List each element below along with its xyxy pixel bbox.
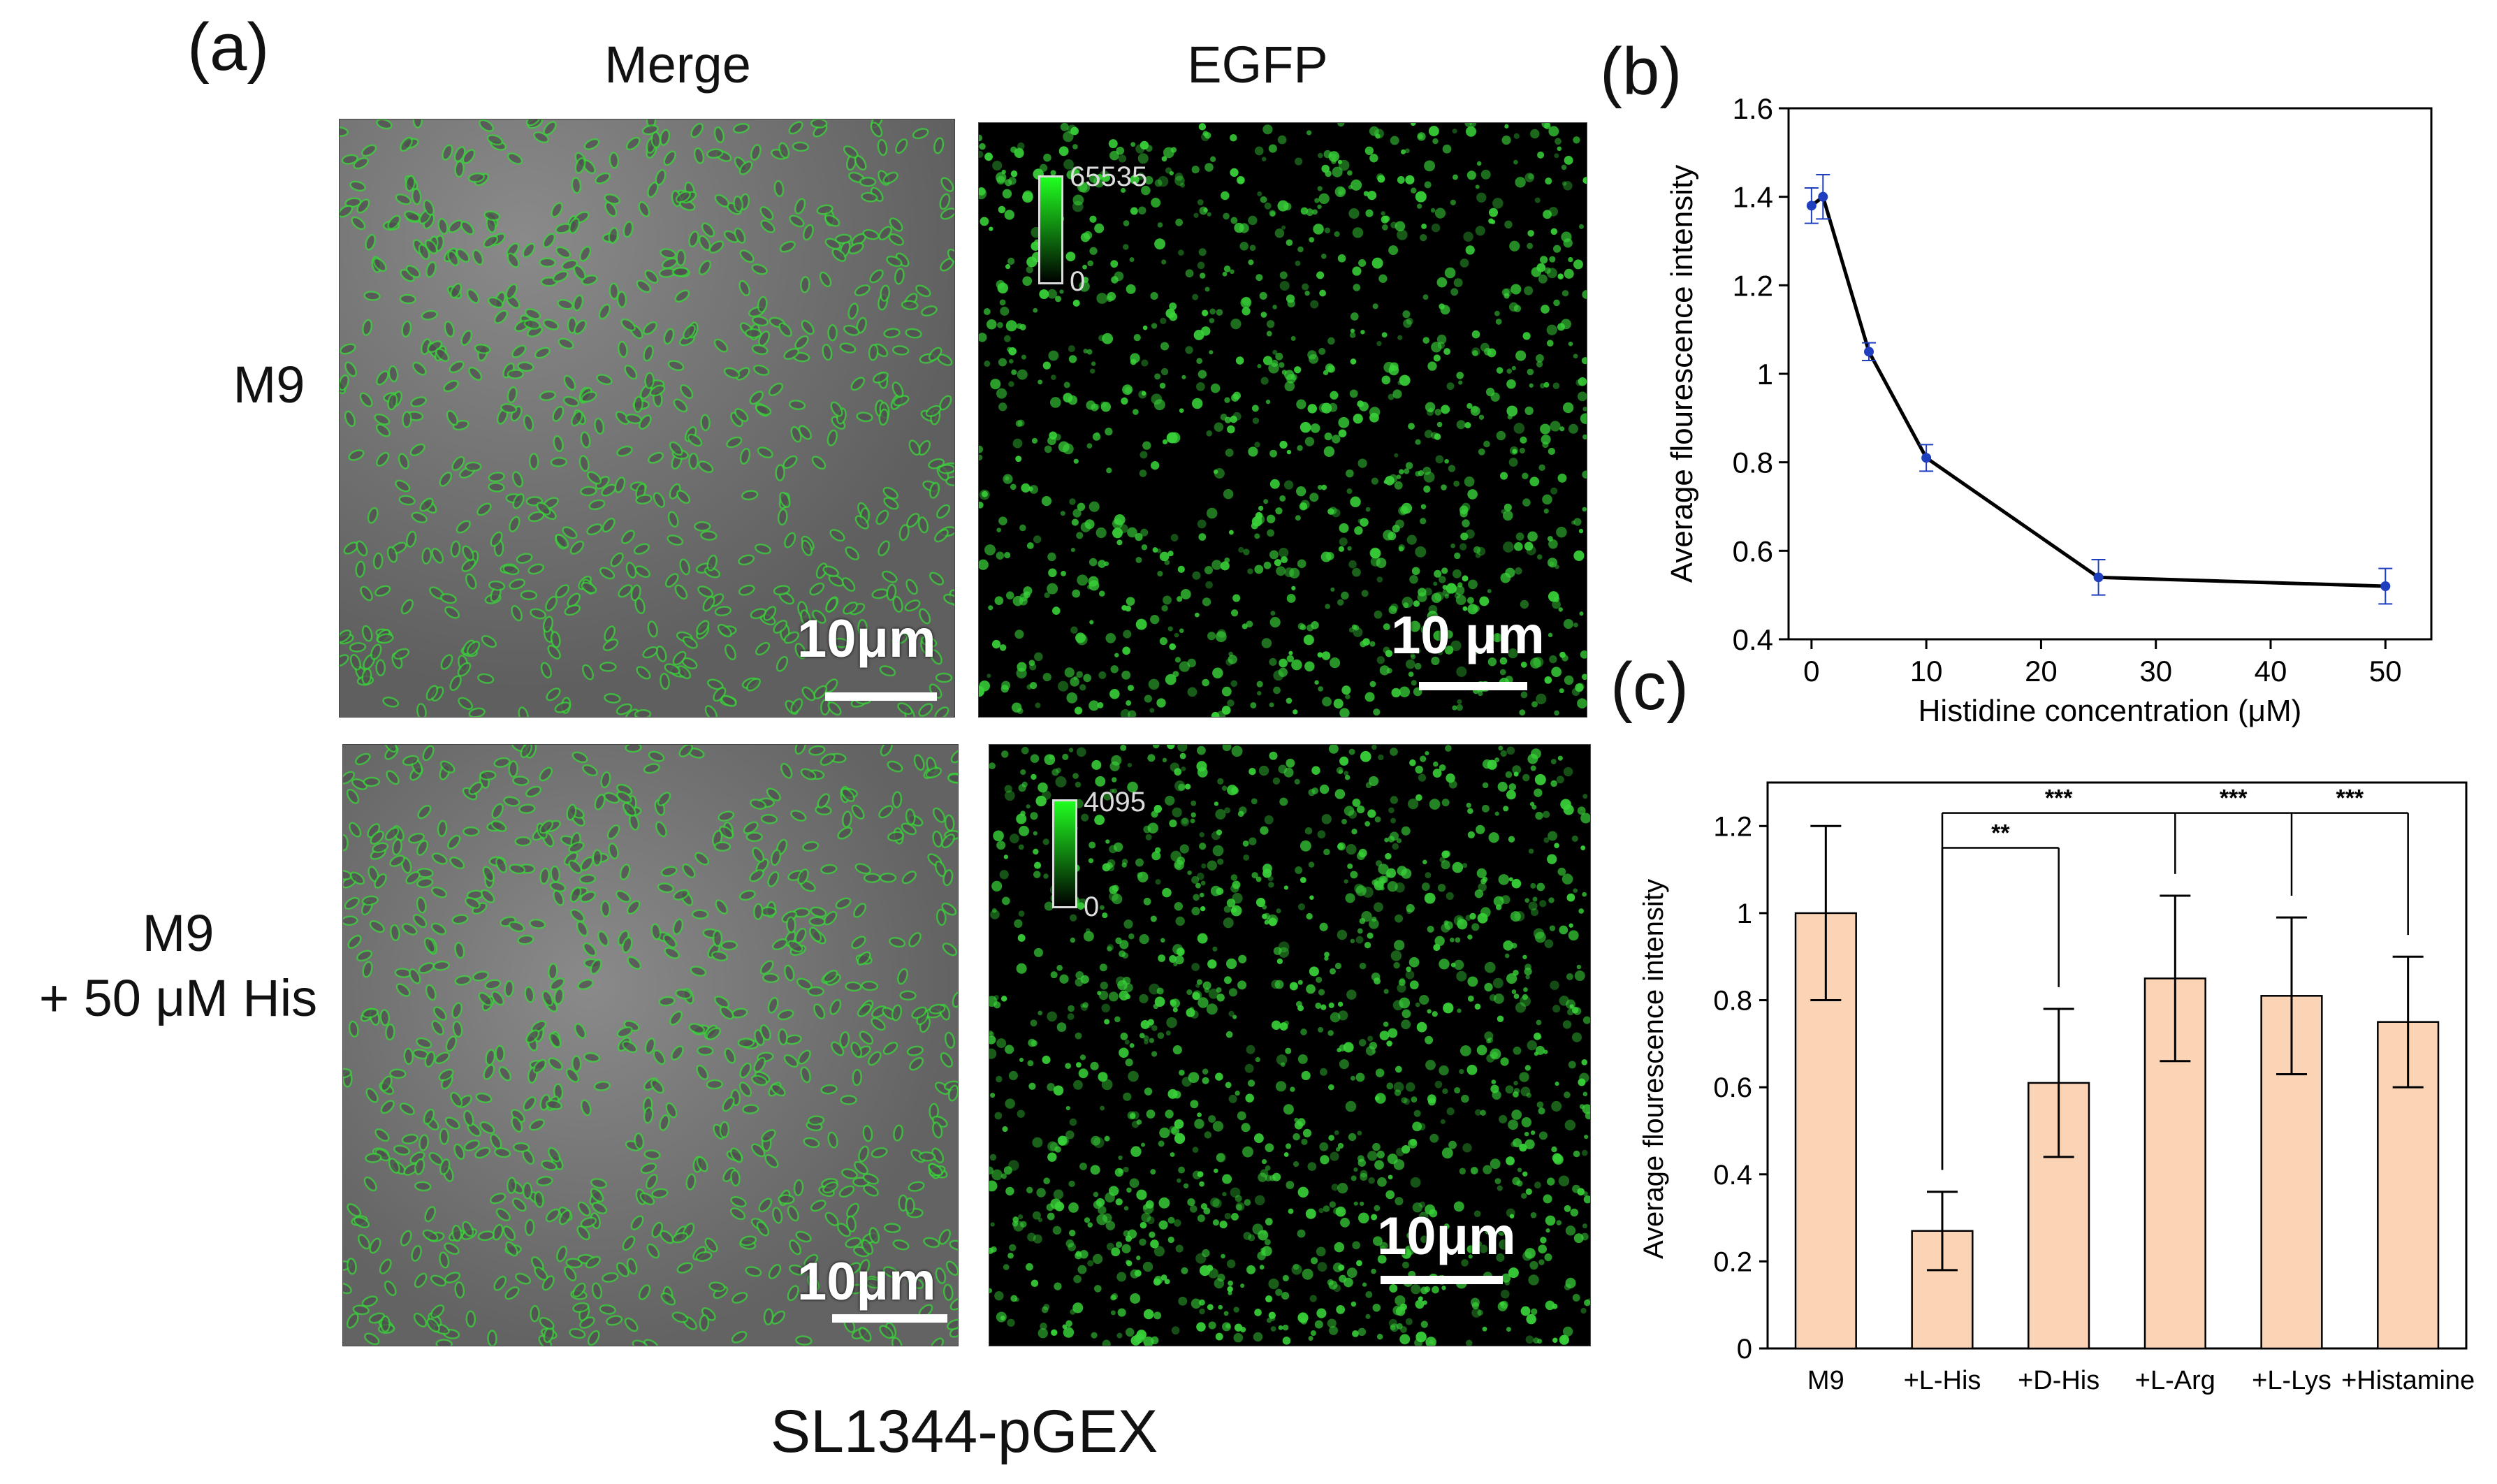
x-tick-label: +L-Lys [2252,1366,2331,1395]
panel-label-c: (c) [1610,649,1689,724]
bar-chart-c: 00.20.40.60.811.2 ***** *** *** M9 +L-His +D… [1638,781,2475,1395]
x-tick-label: 10 [1910,655,1943,688]
y-tick-label: 1.2 [1733,269,1773,302]
colorbar-min: 0 [1070,266,1086,297]
row-label-m9-his: M9 + 50 μM His [14,901,342,1031]
colorbar [1052,799,1077,908]
y-tick-label: 1.4 [1733,181,1773,214]
y-tick-label: 0.6 [1733,534,1773,567]
x-tick-label: 0 [1803,655,1819,688]
significance-label: *** [2045,785,2073,812]
cell-texture [340,119,954,717]
row-label-m9: M9 [233,356,305,414]
y-tick-label: 1.6 [1733,92,1773,125]
data-point [2093,572,2104,583]
y-tick-label: 0 [1737,1334,1752,1365]
scale-bar-label: 10 μm [1391,606,1545,665]
x-tick-label: 20 [2025,655,2058,688]
row-label-line2: + 50 μM His [38,968,318,1027]
cell-texture [979,123,1587,717]
data-point [1921,453,1932,463]
scale-bar-label: 10μm [797,609,936,669]
colorbar-min: 0 [1084,892,1100,922]
data-point [1864,347,1874,357]
series-line [1810,194,2386,588]
colorbar-max: 4095 [1084,787,1146,817]
y-axis-label: Average flourescence intensity [1665,165,1699,583]
y-tick-label: 0.4 [1713,1160,1752,1191]
cell-texture [343,745,958,1346]
y-tick-label: 1.2 [1713,811,1752,842]
row-label-line1: M9 [142,904,214,962]
y-tick-label: 0.6 [1713,1072,1752,1103]
y-tick-label: 0.4 [1733,623,1773,656]
x-tick-label: +Histamine [2341,1366,2475,1395]
colorbar-max: 65535 [1070,161,1148,192]
cell-texture [989,745,1590,1346]
scale-bar [1381,1276,1503,1284]
scale-bar [825,692,937,701]
plot-frame [1766,781,2468,1350]
significance-label: *** [2336,785,2364,812]
micrograph-egfp-m9: 65535 0 10 μm [978,122,1587,718]
data-point [1818,191,1828,202]
scale-bar [1419,682,1527,690]
data-point [2380,581,2391,591]
scale-bar [832,1314,947,1323]
y-tick-label: 1 [1757,358,1773,391]
y-tick-label: 1 [1737,899,1752,929]
x-tick-label: +L-Arg [2135,1366,2215,1395]
x-axis-label: Histidine concentration (μM) [1919,694,2302,728]
line-chart-b: 0.4 0.6 0.8 1 1.2 1.4 1.6 0 10 20 30 40 50 Histidin… [1665,92,2433,728]
y-tick-label: 0.8 [1713,986,1752,1017]
panel-label-b: (b) [1600,34,1682,109]
significance-label: *** [2220,785,2248,812]
x-tick-label: +D-His [2018,1366,2099,1395]
significance-label: ** [1991,820,2010,846]
plot-frame [1787,107,2433,641]
micrograph-merge-m9-his: 10μm [342,744,959,1346]
x-tick-label: M9 [1807,1366,1844,1395]
x-tick-label: 30 [2139,655,2172,688]
scale-bar-label: 10μm [1377,1207,1516,1266]
y-tick-label: 0.8 [1733,446,1773,479]
column-title-merge: Merge [604,36,751,94]
scale-bar-label: 10μm [797,1252,936,1311]
x-tick-label: 50 [2369,655,2402,688]
colorbar [1038,175,1063,284]
y-axis-label: Average flourescence intensity [1638,879,1669,1259]
figure-caption: SL1344-pGEX [770,1398,1158,1465]
micrograph-merge-m9: 10μm [339,119,955,718]
y-tick-label: 0.2 [1713,1246,1752,1277]
micrograph-egfp-m9-his: 4095 0 10μm [989,744,1591,1346]
x-tick-label: +L-His [1904,1366,1981,1395]
data-point [1806,201,1817,211]
column-title-egfp: EGFP [1187,36,1328,94]
panel-label-a: (a) [187,10,270,85]
x-tick-label: 40 [2255,655,2287,688]
